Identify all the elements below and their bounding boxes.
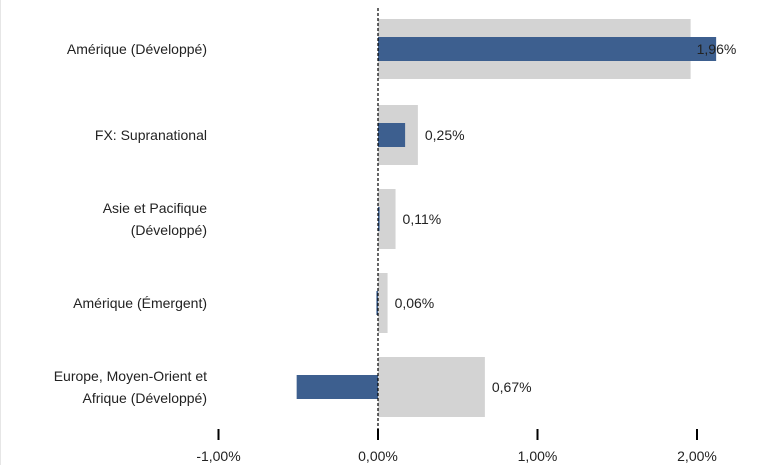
value-label: 0,06% xyxy=(395,295,435,311)
value-label: 0,25% xyxy=(425,127,465,143)
x-tick-label: 0,00% xyxy=(358,448,398,464)
background-bar xyxy=(378,189,396,249)
x-tick-label: 2,00% xyxy=(677,448,717,464)
foreground-bar xyxy=(378,37,717,61)
value-labels: 1,96% 0,25% 0,11% 0,06% 0,67% xyxy=(395,41,737,395)
value-label: 0,11% xyxy=(403,211,442,227)
category-label: FX: Supranational xyxy=(95,127,207,143)
x-tick-label: 1,00% xyxy=(518,448,558,464)
foreground-bar xyxy=(376,291,378,315)
x-axis: -1,00% 0,00% 1,00% 2,00% xyxy=(196,429,717,464)
category-label: Amérique (Émergent) xyxy=(73,295,207,311)
background-bar xyxy=(378,357,485,417)
foreground-bar xyxy=(378,123,406,147)
category-label: Asie et Pacifique (Développé) xyxy=(103,200,207,238)
foreground-bar xyxy=(378,207,380,231)
background-bar xyxy=(378,273,388,333)
value-label: 0,67% xyxy=(492,379,532,395)
x-tick-label: -1,00% xyxy=(196,448,240,464)
category-labels: Amérique (Développé) FX: Supranational Asi… xyxy=(54,41,207,406)
category-label: Amérique (Développé) xyxy=(67,41,207,57)
category-label: Europe, Moyen-Orient et Afrique (Développ… xyxy=(54,368,207,406)
value-label: 1,96% xyxy=(697,41,737,57)
foreground-bars xyxy=(296,37,717,399)
foreground-bar xyxy=(296,375,378,399)
